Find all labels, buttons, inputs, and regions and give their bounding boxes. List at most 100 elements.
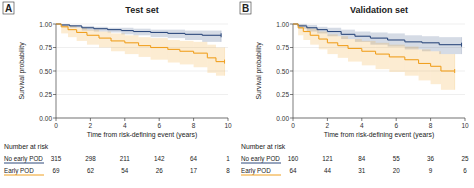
grid-line <box>56 71 228 72</box>
tick-label: 0.50 <box>39 68 52 75</box>
tick <box>90 118 91 121</box>
y-axis <box>56 24 57 118</box>
ci-band <box>151 38 168 60</box>
ci-band <box>293 24 298 25</box>
survival-step <box>310 35 319 36</box>
survival-step <box>362 51 376 52</box>
risk-count: 64 <box>190 155 198 162</box>
ci-band <box>125 35 139 54</box>
ci-band <box>362 41 376 65</box>
tick-label: 0.75 <box>276 44 289 51</box>
plot-area <box>56 24 225 76</box>
risk-count: 9 <box>429 167 433 174</box>
ci-band <box>338 36 348 58</box>
risk-count: 84 <box>358 155 366 162</box>
tick-label: 6 <box>157 122 161 129</box>
tick <box>361 118 362 121</box>
survival-step <box>139 45 151 46</box>
tick <box>53 71 56 72</box>
ci-end <box>454 54 455 90</box>
tick <box>159 118 160 121</box>
survival-step <box>82 27 94 28</box>
tick-label: 10 <box>461 122 469 129</box>
ci-end <box>221 31 222 42</box>
survival-step <box>61 24 70 25</box>
ci-band <box>310 29 319 45</box>
tick-label: 6 <box>394 122 398 129</box>
risk-count: 69 <box>52 167 60 174</box>
risk-row-label: Early POD <box>241 167 271 175</box>
tick <box>430 118 431 121</box>
survival-step <box>133 31 150 32</box>
ci-band <box>61 25 68 33</box>
ci-band <box>422 36 439 51</box>
censor-mark <box>454 69 455 73</box>
survival-step <box>389 56 404 57</box>
risk-count: 20 <box>393 167 401 174</box>
survival-step <box>168 33 185 34</box>
ci-band <box>68 26 77 37</box>
x-axis <box>293 118 465 119</box>
tick-label: 0.00 <box>276 115 289 122</box>
ci-band <box>202 31 221 42</box>
ci-band <box>293 24 298 25</box>
survival-step <box>151 47 168 48</box>
tick-label: 2 <box>326 122 330 129</box>
risk-count: 211 <box>120 155 131 162</box>
risk-row-label: No early POD <box>4 155 43 163</box>
censor-mark <box>224 60 225 64</box>
risk-count: 25 <box>461 155 469 162</box>
tick-label: 4 <box>360 122 364 129</box>
survival-step <box>327 42 337 43</box>
tick <box>53 24 56 25</box>
panel-label: B <box>242 3 249 14</box>
tick-label: 0.00 <box>39 115 52 122</box>
survival-step <box>111 40 125 41</box>
risk-count: 64 <box>289 167 297 174</box>
risk-count: 142 <box>154 155 165 162</box>
survival-step <box>307 27 317 28</box>
tick <box>193 118 194 121</box>
tick <box>290 94 293 95</box>
tick <box>290 71 293 72</box>
risk-count: 31 <box>358 167 366 174</box>
survival-step <box>441 70 455 71</box>
tick <box>290 24 293 25</box>
survival-step <box>355 36 370 37</box>
tick <box>56 118 57 121</box>
ci-band <box>389 45 404 72</box>
survival-step <box>108 29 122 30</box>
tick-label: 0.25 <box>39 91 52 98</box>
ci-band <box>139 37 151 57</box>
risk-count: 160 <box>288 155 299 162</box>
tick-label: 10 <box>224 122 232 129</box>
risk-count: 26 <box>156 167 164 174</box>
tick-label: 4 <box>123 122 127 129</box>
survival-step <box>185 34 202 35</box>
ci-band <box>348 39 362 62</box>
grid-line <box>56 24 228 25</box>
title: Test set <box>125 5 158 15</box>
x-axis <box>56 118 228 119</box>
risk-title: Number at risk <box>4 143 49 150</box>
ci-end <box>224 48 225 76</box>
tick-label: 8 <box>192 122 196 129</box>
ci-band <box>298 25 303 35</box>
tick-label: 2 <box>89 122 93 129</box>
ci-band <box>133 29 150 36</box>
survival-step <box>431 66 441 67</box>
risk-count: 298 <box>85 155 96 162</box>
survival-step <box>70 25 82 26</box>
survival-step <box>202 35 221 36</box>
survival-step <box>327 31 341 32</box>
censor-mark <box>221 33 222 37</box>
grid-line <box>56 94 228 95</box>
survival-drop <box>310 32 311 36</box>
survival-step <box>77 32 87 33</box>
survival-drop <box>327 39 328 43</box>
ci-band <box>180 41 194 65</box>
survival-step <box>439 44 461 45</box>
survival-step <box>370 38 387 39</box>
ci-band <box>168 40 180 63</box>
y-axis <box>293 24 294 118</box>
